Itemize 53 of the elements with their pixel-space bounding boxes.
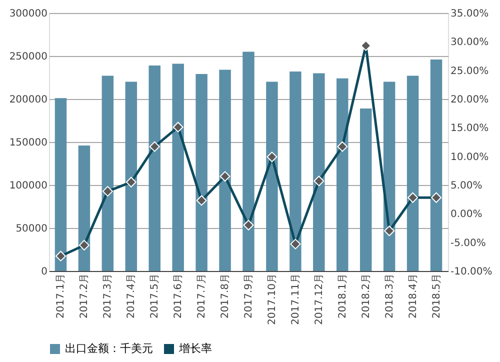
x-tick-label: 2018.1月 [337, 274, 348, 318]
y2-tick-label: 0.00% [450, 209, 482, 220]
x-tick-label: 2017.2月 [79, 274, 90, 318]
bar [430, 59, 442, 271]
x-tick-label: 2017.11月 [290, 274, 302, 325]
x-tick-label: 2017.5月 [150, 274, 161, 318]
y-tick-label: 250000 [9, 52, 48, 62]
x-tick-label: 2017.8月 [220, 274, 232, 318]
bar [313, 73, 325, 271]
x-tick-label: 2017.6月 [173, 274, 184, 318]
bar [102, 76, 114, 271]
x-tick-label: 2017.1月 [56, 274, 67, 318]
y-tick-label: 300000 [9, 8, 48, 20]
y2-tick-label: -10.00% [450, 266, 492, 278]
bar [148, 65, 160, 271]
x-tick-label: 2018.2月 [360, 274, 372, 318]
y2-tick-label: 5.00% [450, 180, 482, 192]
bar [54, 98, 67, 271]
x-tick-label: 2017.12月 [314, 274, 325, 325]
x-tick-label: 2017.3月 [102, 274, 114, 318]
x-tick-label: 2017.9月 [244, 274, 254, 318]
x-tick-label: 2018.4月 [408, 274, 419, 318]
bar [219, 70, 231, 271]
x-tick-label: 2018.5月 [431, 274, 442, 318]
x-tick-label: 2017.7月 [196, 274, 208, 318]
y2-tick-label: 15.00% [450, 123, 489, 134]
y2-tick-label: 20.00% [450, 94, 489, 106]
y2-tick-label: 25.00% [450, 66, 489, 77]
y2-tick-label: 10.00% [450, 152, 489, 163]
y-tick-label: 150000 [9, 138, 48, 148]
legend-label: 增长率 [178, 342, 212, 355]
bar [336, 78, 348, 271]
bar [172, 64, 184, 271]
y-tick-label: 50000 [16, 224, 48, 234]
bar [125, 82, 138, 271]
bar [360, 108, 372, 271]
y-tick-label: 200000 [9, 94, 48, 106]
bar [78, 145, 90, 271]
bar [266, 82, 278, 271]
legend-label: 出口金额：千美元 [65, 342, 153, 355]
x-tick-label: 2017.4月 [126, 274, 138, 318]
y-tick-label: 0 [41, 266, 48, 278]
x-tick-label: 2017.10月 [266, 274, 278, 325]
y2-tick-label: 30.00% [450, 37, 489, 48]
bar [196, 74, 208, 271]
bar [242, 52, 254, 271]
y2-tick-label: -5.00% [450, 238, 486, 249]
bar [383, 82, 396, 271]
bar [290, 71, 302, 271]
x-tick-label: 2018.3月 [384, 274, 396, 318]
y2-tick-label: 35.00% [450, 8, 489, 20]
y-tick-label: 100000 [9, 180, 48, 192]
bar [406, 76, 419, 271]
